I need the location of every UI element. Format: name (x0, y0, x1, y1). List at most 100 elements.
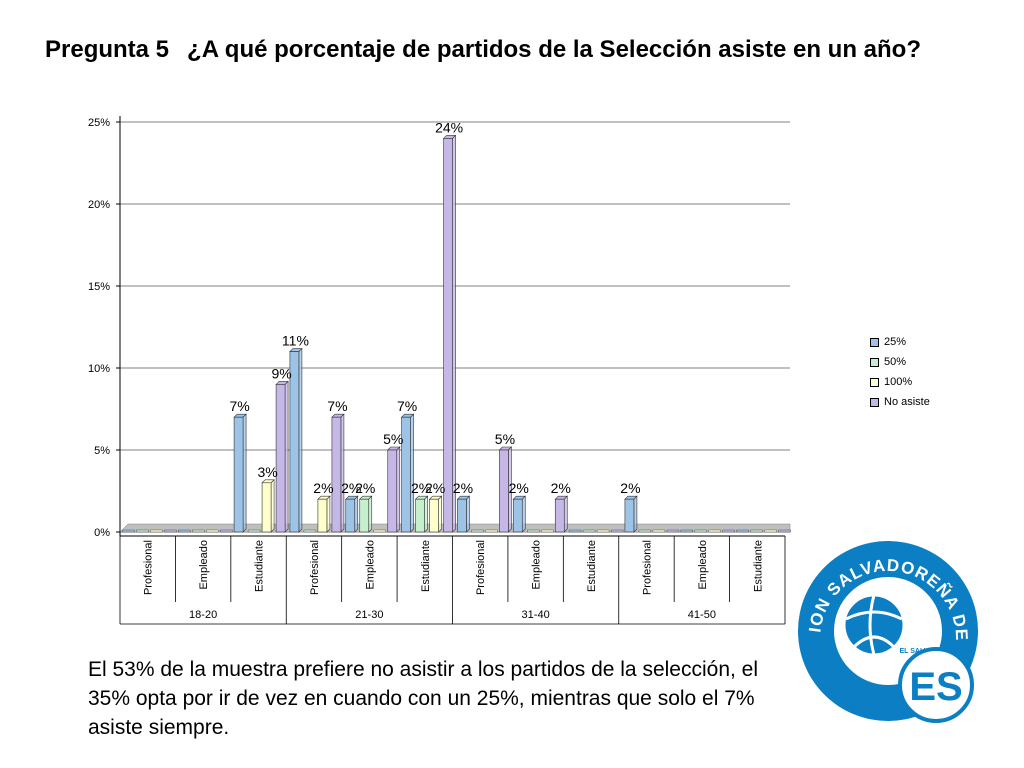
bar-zero (568, 529, 582, 533)
bar-zero (610, 529, 624, 533)
question-number: Pregunta 5 (45, 36, 170, 63)
x-group-label: 18-20 (189, 609, 217, 621)
bar-front (429, 498, 439, 533)
data-label: 5% (495, 431, 515, 447)
x-group-label: 21-30 (355, 609, 383, 621)
bar-side (424, 495, 428, 533)
slide-title: Pregunta 5 ¿A qué porcentaje de partidos … (45, 34, 985, 65)
x-category-label: Empleado (531, 540, 543, 590)
bar (750, 529, 763, 533)
bar-zero (122, 529, 135, 533)
data-label: 2% (620, 480, 640, 496)
x-category-label: Estudiante (752, 540, 764, 592)
bar-front (345, 498, 356, 533)
data-label: 7% (397, 398, 417, 414)
bar-zero (471, 529, 484, 533)
bar-side (270, 479, 275, 533)
bar (568, 529, 582, 533)
bar-side (396, 446, 401, 533)
bar (414, 495, 429, 533)
bar-zero (527, 529, 540, 533)
data-label: 7% (327, 398, 347, 414)
bar-zero (680, 529, 693, 533)
bar-zero (596, 529, 610, 533)
bar-side (563, 495, 568, 533)
legend-swatch (870, 337, 879, 347)
bar-zero (666, 529, 680, 533)
bar (331, 413, 345, 533)
x-category-label: Estudiante (586, 540, 598, 592)
bar (164, 529, 177, 533)
legend-item: No asiste (870, 392, 930, 412)
bar (722, 529, 735, 533)
bar-front (261, 482, 272, 533)
bar (666, 529, 680, 533)
bar-zero (722, 529, 735, 533)
x-category-label: Empleado (364, 540, 376, 590)
bar-side (298, 347, 303, 533)
data-label: 3% (257, 464, 277, 480)
legend-label: 100% (884, 376, 913, 388)
bar (150, 529, 163, 533)
bar (736, 529, 749, 533)
bar (206, 529, 219, 533)
legend-swatch (870, 377, 879, 387)
x-category-label: Profesional (309, 540, 321, 595)
bar (638, 529, 652, 533)
bar-front (554, 498, 565, 533)
legend-item: 100% (870, 372, 930, 392)
legend-label: 50% (884, 356, 907, 368)
bar (541, 529, 554, 533)
data-label: 7% (229, 398, 249, 414)
chart-legend: 25% 50% 100% No asiste (870, 332, 930, 412)
x-group-label: 41-50 (688, 609, 716, 621)
bar-front (512, 498, 523, 533)
bar (471, 529, 484, 533)
bar-side (242, 413, 247, 533)
bar (694, 529, 707, 533)
bar-front (233, 416, 244, 533)
es-badge-text: ES (909, 665, 962, 709)
bar-zero (373, 529, 386, 533)
bar-zero (736, 529, 749, 533)
bar-zero (582, 529, 596, 533)
bar (485, 529, 498, 533)
bar (400, 413, 415, 533)
bar (275, 380, 289, 533)
x-category-label: Estudiante (254, 540, 266, 592)
bar-front (443, 138, 453, 533)
bar-front (415, 498, 425, 533)
legend-swatch (870, 397, 879, 407)
bar-zero (541, 529, 554, 533)
bar (317, 495, 331, 533)
y-tick-label: 25% (88, 117, 110, 129)
x-category-label: Profesional (641, 540, 653, 595)
bar-front (401, 416, 411, 533)
bar-zero (220, 529, 233, 533)
y-tick-label: 20% (88, 199, 110, 211)
bar-front (499, 449, 509, 533)
bar-zero (192, 529, 205, 533)
legend-item: 25% (870, 332, 930, 352)
bar (498, 446, 513, 533)
bar-front (317, 498, 328, 533)
bar-side (438, 495, 442, 533)
bar (373, 529, 386, 533)
bar-side (521, 495, 526, 533)
data-label: 2% (411, 480, 431, 496)
bar (289, 347, 303, 533)
bar-zero (764, 529, 777, 533)
legend-item: 50% (870, 352, 930, 372)
bar (359, 495, 373, 533)
bar (136, 529, 149, 533)
bar-side (340, 413, 345, 533)
bar-front (331, 416, 342, 533)
federation-logo: FEDERACION SALVADOREÑA DE FUTBOL EL SALV… (796, 535, 978, 723)
bar (303, 529, 317, 533)
bar (680, 529, 693, 533)
bar-side (326, 495, 331, 533)
bar (345, 495, 359, 533)
data-label: 11% (282, 333, 309, 349)
bar-zero (164, 529, 177, 533)
bar-front (289, 351, 300, 533)
